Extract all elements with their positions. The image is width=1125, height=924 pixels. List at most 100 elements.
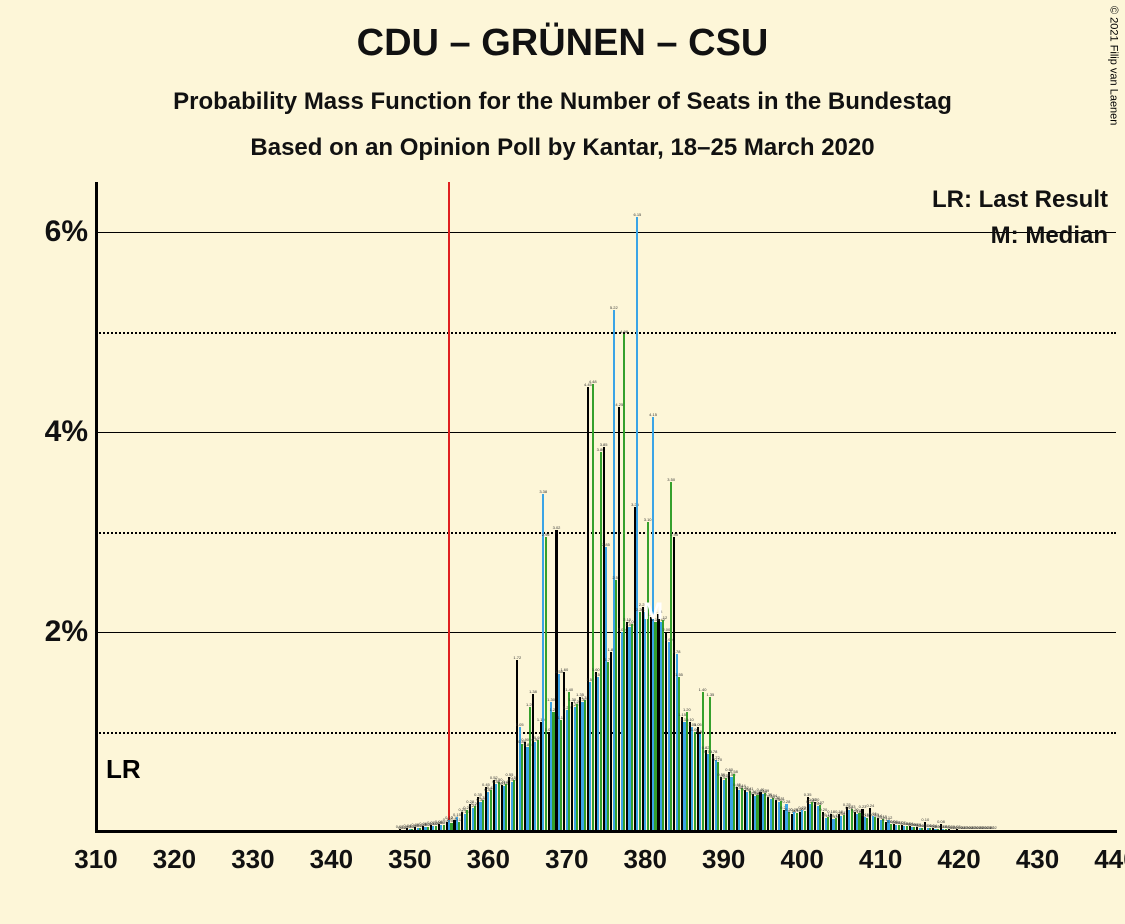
bar: 2.52 [615, 580, 617, 832]
bar-value-label: 3.85 [600, 442, 608, 447]
bar-value-label: 2.85 [602, 542, 610, 547]
x-tick-label: 350 [388, 844, 431, 875]
bar: 0.48 [505, 784, 507, 832]
chart-title: CDU – GRÜNEN – CSU [0, 22, 1125, 65]
bar-value-label: 1.40 [565, 687, 573, 692]
y-axis-line [95, 182, 98, 832]
bar-value-label: 0.58 [730, 769, 738, 774]
bar: 2.95 [545, 537, 547, 832]
grid-line-dotted [96, 532, 1116, 534]
bar-value-label: 0.24 [866, 803, 874, 808]
x-tick-label: 340 [310, 844, 353, 875]
bar: 0.20 [788, 812, 790, 832]
bar-value-label: 1.72 [513, 655, 521, 660]
x-tick-label: 400 [780, 844, 823, 875]
bar: 0.22 [466, 810, 468, 832]
x-tick-label: 330 [231, 844, 274, 875]
bar-value-label: 1.40 [699, 687, 707, 692]
bar-value-label: 3.50 [667, 477, 675, 482]
bar-value-label: 1.20 [683, 707, 691, 712]
bar: 0.54 [725, 778, 727, 832]
bar-value-label: 1.60 [560, 667, 568, 672]
bar-value-label: 4.98 [620, 329, 628, 334]
bar-value-label: 4.25 [615, 402, 623, 407]
x-tick-label: 440 [1094, 844, 1125, 875]
bar: 1.28 [576, 704, 578, 832]
bar-value-label: 1.30 [547, 697, 555, 702]
bar: 4.98 [623, 334, 625, 832]
last-result-line [448, 182, 450, 832]
bar: 0.26 [474, 806, 476, 832]
bar: 0.34 [772, 798, 774, 832]
bar: 1.40 [702, 692, 704, 832]
x-axis-line [95, 830, 1117, 833]
bar: 2.10 [654, 622, 656, 832]
bar-value-label: 1.05 [516, 722, 524, 727]
chart-subtitle-2: Based on an Opinion Poll by Kantar, 18–2… [0, 134, 1125, 162]
bar-value-label: 0.28 [783, 799, 791, 804]
bar-value-label: 3.02 [553, 525, 561, 530]
bar: 1.20 [686, 712, 688, 832]
x-tick-label: 390 [702, 844, 745, 875]
grid-line-solid [96, 432, 1116, 433]
bar: 1.20 [552, 712, 554, 832]
bar: 0.50 [498, 782, 500, 832]
bar-value-label: 0.23 [859, 804, 867, 809]
bar: 0.88 [521, 744, 523, 832]
bar: 0.37 [756, 795, 758, 832]
bar: 1.55 [678, 677, 680, 832]
bar: 0.30 [811, 802, 813, 832]
x-tick-label: 370 [545, 844, 588, 875]
bar: 1.25 [529, 707, 531, 832]
bar-value-label: 1.78 [673, 649, 681, 654]
y-tick-label: 6% [45, 215, 88, 249]
bar-value-label: 3.38 [539, 489, 547, 494]
x-tick-label: 430 [1016, 844, 1059, 875]
bar-value-label: 5.22 [610, 305, 618, 310]
bar-value-label: 2.00 [662, 627, 670, 632]
chart-subtitle-1: Probability Mass Function for the Number… [0, 88, 1125, 116]
bar-value-label: 3.10 [644, 517, 652, 522]
bar-value-label: 2.95 [542, 532, 550, 537]
bar-value-label: 0.70 [714, 757, 722, 762]
bar: 0.41 [749, 791, 751, 832]
bar: 0.42 [490, 790, 492, 832]
y-tick-label: 4% [45, 415, 88, 449]
bar-value-label: 1.38 [529, 689, 537, 694]
bar: 0.32 [482, 800, 484, 832]
x-tick-label: 310 [74, 844, 117, 875]
x-tick-label: 360 [467, 844, 510, 875]
bar: 0.21 [804, 811, 806, 832]
grid-line-dotted [96, 332, 1116, 334]
bar: 2.20 [639, 612, 641, 832]
bar-value-label: 1.55 [675, 672, 683, 677]
legend-item: LR: Last Result [932, 186, 1108, 214]
bar: 0.52 [513, 780, 515, 832]
bar-value-label: 4.15 [649, 412, 657, 417]
grid-line-solid [96, 232, 1116, 233]
bar-value-label: 6.15 [633, 212, 641, 217]
x-tick-label: 320 [153, 844, 196, 875]
bar: 2.12 [662, 620, 664, 832]
plot-area: 2%4%6%LRLR: Last ResultM: Median0.030.02… [96, 182, 1116, 832]
bar: 3.10 [647, 522, 649, 832]
bar: 1.12 [560, 720, 562, 832]
x-tick-label: 410 [859, 844, 902, 875]
bar: 3.80 [600, 452, 602, 832]
legend-item: M: Median [991, 222, 1108, 250]
chart-container: CDU – GRÜNEN – CSU Probability Mass Func… [0, 0, 1125, 924]
bar-value-label: 0.10 [921, 817, 929, 822]
bar: 1.00 [694, 732, 696, 832]
bar: 1.70 [607, 662, 609, 832]
bar-value-label: 0.78 [710, 749, 718, 754]
last-result-label: LR [106, 754, 141, 785]
bar: 0.44 [741, 788, 743, 832]
bar: 1.40 [568, 692, 570, 832]
bar: 1.35 [709, 697, 711, 832]
median-label: M [643, 598, 663, 626]
bar-value-label: 0.27 [816, 800, 824, 805]
bar-value-label: 1.05 [694, 722, 702, 727]
bar: 0.92 [537, 740, 539, 832]
x-tick-label: 420 [937, 844, 980, 875]
bar: 1.32 [584, 700, 586, 832]
